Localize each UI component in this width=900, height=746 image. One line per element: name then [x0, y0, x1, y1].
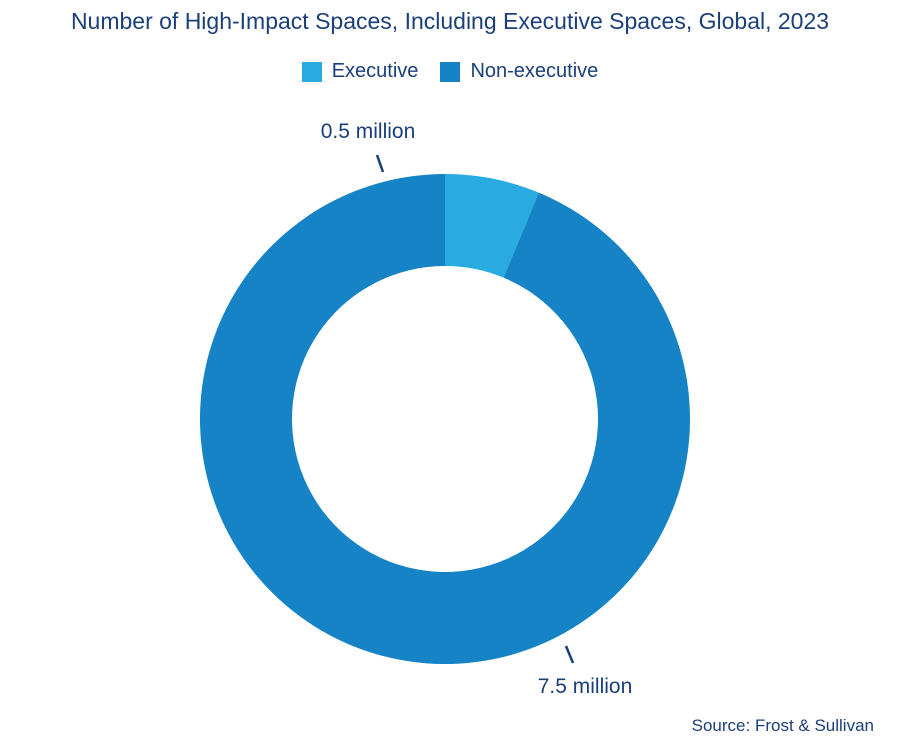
legend-label-non-executive: Non-executive: [470, 60, 599, 82]
legend-item-non-executive: Non-executive: [440, 60, 598, 83]
legend-swatch-non-executive: [440, 61, 461, 82]
leader-line-non-executive: [564, 645, 575, 664]
legend-swatch-executive: [301, 61, 322, 82]
chart-title: Number of High-Impact Spaces, Including …: [70, 8, 830, 34]
chart-legend: Executive Non-executive: [0, 60, 900, 83]
legend-label-executive: Executive: [331, 60, 419, 82]
slice-non-executive: [200, 174, 690, 664]
data-label-non-executive: 7.5 million: [538, 675, 633, 698]
data-label-executive: 0.5 million: [321, 120, 416, 143]
slice-executive: [445, 174, 539, 278]
legend-item-executive: Executive: [301, 60, 419, 83]
source-note: Source: Frost & Sullivan: [691, 716, 874, 735]
leader-line-executive: [375, 154, 385, 173]
